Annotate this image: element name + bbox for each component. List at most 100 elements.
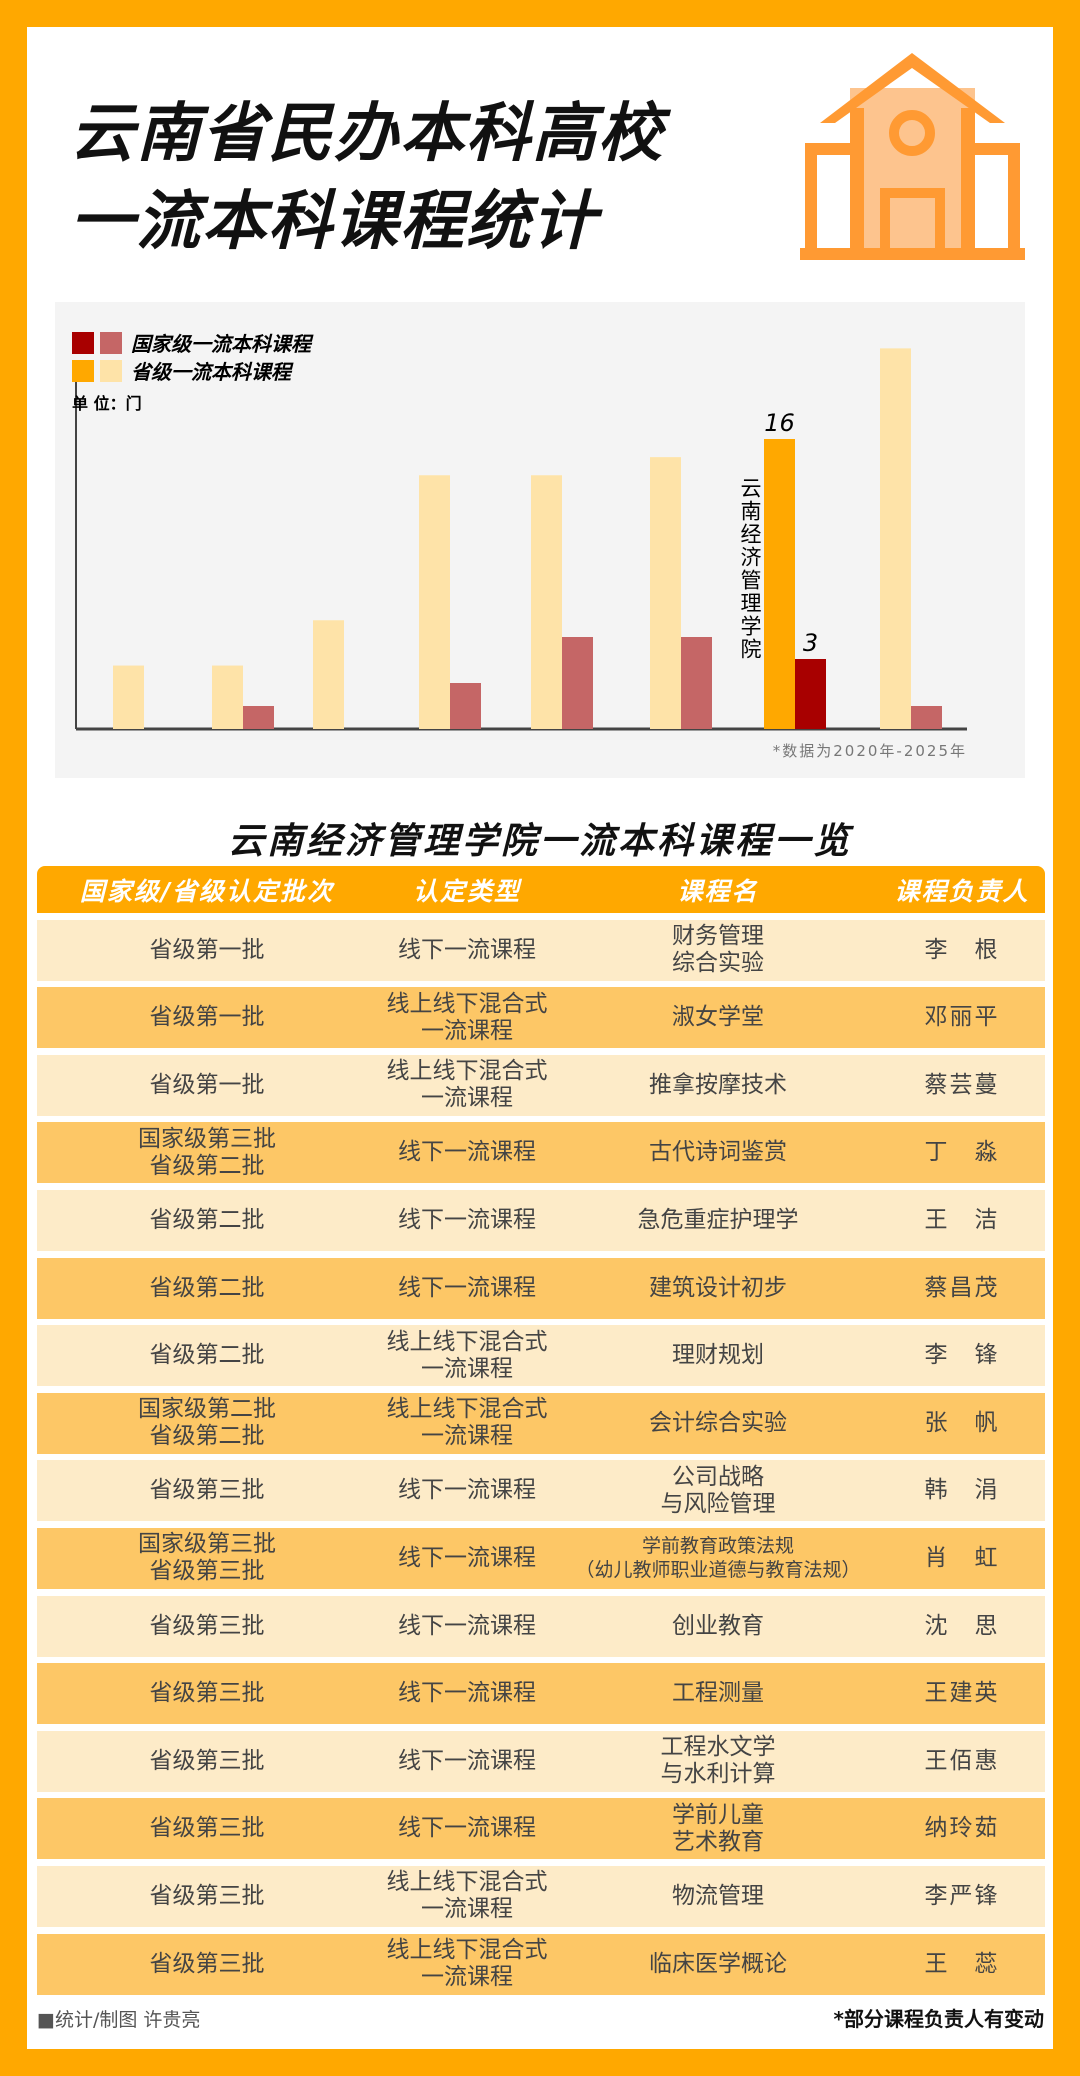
- national-bar: [911, 706, 942, 729]
- cell-batch: 省级第三批: [149, 1747, 265, 1774]
- cell-leader: 王 蕊: [924, 1950, 1000, 1977]
- cell-batch: 国家级第二批 省级第二批: [138, 1396, 276, 1450]
- provincial-bar: [764, 439, 795, 729]
- provincial-bar: [212, 665, 243, 729]
- cell-leader: 王佰惠: [924, 1747, 1000, 1774]
- cell-type: 线上线下混合式 一流课程: [386, 1058, 548, 1112]
- cell-leader: 韩 涓: [924, 1477, 1000, 1504]
- bar-chart: 16 3 云南经济管理学院 国家级一流本科课程 省级一流本科课程单 位：门 *数据为202…: [55, 302, 1025, 778]
- cell-course: 创业教育: [672, 1612, 764, 1639]
- header-course: 课程名: [677, 876, 759, 906]
- unit-label: 单 位：门: [72, 394, 142, 413]
- cell-leader: 邓丽平: [924, 1004, 1000, 1031]
- cell-leader: 王 洁: [924, 1206, 1000, 1233]
- cell-course: 财务管理 综合实验: [672, 923, 764, 977]
- table-row: 国家级第三批 省级第三批 线下一流课程 学前教育政策法规 （幼儿教师职业道德与教育法…: [37, 1527, 1045, 1589]
- cell-type: 线上线下混合式 一流课程: [386, 990, 548, 1044]
- table-row: 省级第二批 线下一流课程 建筑设计初步 蔡昌茂: [37, 1257, 1045, 1319]
- table-row: 省级第二批 线上线下混合式 一流课程 理财规划 李 锋: [37, 1325, 1045, 1387]
- legend-swatch-provincial-highlight: [72, 360, 94, 382]
- cell-batch: 省级第一批: [149, 1071, 265, 1098]
- cell-batch: 省级第三批: [149, 1815, 265, 1842]
- cell-course: 学前儿童 艺术教育: [672, 1801, 764, 1855]
- cell-type: 线下一流课程: [398, 1747, 536, 1774]
- cell-leader: 蔡昌茂: [924, 1274, 1000, 1301]
- table-row: 省级第二批 线下一流课程 急危重症护理学 王 洁: [37, 1189, 1045, 1251]
- cell-batch: 省级第一批: [149, 1004, 265, 1031]
- cell-course: 工程水文学 与水利计算: [660, 1734, 776, 1788]
- cell-course: 临床医学概论: [649, 1950, 787, 1977]
- header-batch: 国家级/省级认定批次: [79, 876, 335, 906]
- table-header: 国家级/省级认定批次 认定类型 课程名 课程负责人: [37, 866, 1045, 913]
- title-line-2: 一流本科课程统计: [70, 185, 598, 259]
- cell-leader: 张 帆: [924, 1409, 1000, 1436]
- table-row: 省级第一批 线上线下混合式 一流课程 推拿按摩技术 蔡芸蔓: [37, 1054, 1045, 1116]
- provincial-bar: [419, 475, 450, 729]
- cell-batch: 省级第三批: [149, 1477, 265, 1504]
- cell-course: 淑女学堂: [672, 1004, 764, 1031]
- table-row: 省级第一批 线上线下混合式 一流课程 淑女学堂 邓丽平: [37, 987, 1045, 1049]
- credit: ■统计/制图 许贵亮: [37, 2009, 201, 2031]
- cell-batch: 省级第二批: [149, 1206, 265, 1233]
- cell-course: 学前教育政策法规 （幼儿教师职业道德与教育法规）: [575, 1535, 861, 1582]
- table-row: 省级第三批 线上线下混合式 一流课程 临床医学概论 王 蕊: [37, 1933, 1045, 1995]
- table-row: 省级第三批 线下一流课程 学前儿童 艺术教育 纳玲茹: [37, 1798, 1045, 1860]
- national-bar: [795, 659, 826, 729]
- title-line-1: 云南省民办本科高校: [70, 97, 664, 171]
- provincial-bar: [313, 620, 344, 729]
- table-row: 省级第三批 线下一流课程 工程测量 王建英: [37, 1663, 1045, 1725]
- table-row: 省级第三批 线下一流课程 工程水文学 与水利计算 王佰惠: [37, 1730, 1045, 1792]
- cell-type: 线上线下混合式 一流课程: [386, 1869, 548, 1923]
- header-type: 认定类型: [412, 876, 521, 906]
- cell-type: 线下一流课程: [398, 1206, 536, 1233]
- cell-leader: 纳玲茹: [924, 1815, 1000, 1842]
- cell-type: 线下一流课程: [398, 1680, 536, 1707]
- cell-leader: 沈 思: [924, 1612, 1000, 1639]
- cell-leader: 蔡芸蔓: [924, 1071, 1000, 1098]
- provincial-bar: [113, 665, 144, 729]
- cell-leader: 李 锋: [924, 1342, 1000, 1369]
- data-note: *数据为2020年-2025年: [773, 742, 967, 760]
- legend-label-provincial: 省级一流本科课程: [131, 360, 294, 384]
- footnote: *部分课程负责人有变动: [833, 2007, 1044, 2031]
- provincial-bar: [880, 348, 911, 729]
- cell-batch: 省级第三批: [149, 1612, 265, 1639]
- table-row: 国家级第三批 省级第二批 线下一流课程 古代诗词鉴赏 丁 淼: [37, 1122, 1045, 1184]
- cell-batch: 省级第三批: [149, 1950, 265, 1977]
- cell-leader: 丁 淼: [924, 1139, 1000, 1166]
- table-row: 省级第三批 线下一流课程 公司战略 与风险管理 韩 涓: [37, 1460, 1045, 1522]
- legend-swatch-provincial: [100, 360, 122, 382]
- cell-batch: 省级第二批: [149, 1274, 265, 1301]
- provincial-bar: [531, 475, 562, 729]
- cell-type: 线下一流课程: [398, 1139, 536, 1166]
- cell-batch: 省级第一批: [149, 936, 265, 963]
- school-building-icon: [800, 53, 1025, 260]
- cell-course: 建筑设计初步: [649, 1274, 787, 1301]
- course-table: 国家级/省级认定批次 认定类型 课程名 课程负责人 省级第一批 线下一流课程 财务管…: [37, 866, 1045, 1995]
- highlight-school-label: 云南经济管理学院: [738, 477, 762, 661]
- cell-batch: 省级第三批: [149, 1882, 265, 1909]
- cell-type: 线下一流课程: [398, 1612, 536, 1639]
- cell-course: 公司战略 与风险管理: [660, 1463, 776, 1517]
- cell-course: 工程测量: [672, 1680, 764, 1707]
- data-label-provincial: 16: [764, 409, 795, 437]
- cell-type: 线上线下混合式 一流课程: [386, 1937, 548, 1990]
- cell-type: 线下一流课程: [398, 1477, 536, 1504]
- cell-leader: 李严锋: [924, 1882, 1000, 1909]
- cell-type: 线下一流课程: [398, 1544, 536, 1571]
- header-leader: 课程负责人: [894, 876, 1030, 906]
- cell-course: 推拿按摩技术: [649, 1071, 787, 1098]
- cell-type: 线下一流课程: [398, 936, 536, 963]
- legend-swatch-national-highlight: [72, 332, 94, 354]
- cell-batch: 国家级第三批 省级第三批: [138, 1531, 276, 1585]
- cell-type: 线下一流课程: [398, 1815, 536, 1842]
- provincial-bar: [650, 457, 681, 729]
- cell-course: 会计综合实验: [649, 1409, 787, 1436]
- cell-leader: 王建英: [924, 1680, 1000, 1707]
- table-row: 国家级第二批 省级第二批 线上线下混合式 一流课程 会计综合实验 张 帆: [37, 1392, 1045, 1454]
- national-bar: [681, 637, 712, 729]
- national-bar: [562, 637, 593, 729]
- table-row: 省级第三批 线上线下混合式 一流课程 物流管理 李严锋: [37, 1865, 1045, 1927]
- cell-course: 古代诗词鉴赏: [649, 1139, 787, 1166]
